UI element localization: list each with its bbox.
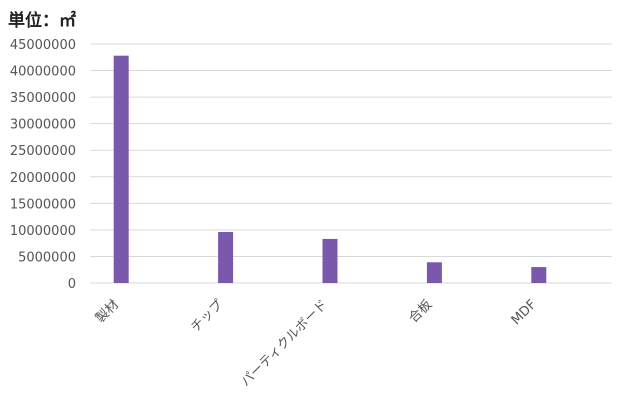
bar [426, 262, 442, 283]
y-tick-label: 25000000 [10, 144, 76, 159]
y-tick-label: 5000000 [18, 250, 76, 265]
bar [113, 55, 129, 283]
y-axis-ticks: 0 5000000 10000000 15000000 20000000 25000000… [10, 38, 76, 292]
x-tick-label: パーティクルボード [238, 297, 331, 390]
bar [322, 238, 338, 283]
x-axis-ticks: 製材 チップ パーティクルボード 合板 MDF [93, 297, 540, 390]
y-tick-label: 10000000 [10, 224, 76, 239]
bar [531, 267, 547, 283]
y-tick-label: 0 [68, 277, 76, 292]
y-tick-label: 40000000 [10, 65, 76, 80]
bars [113, 55, 547, 283]
unit-label: 単位：㎡ [8, 11, 76, 31]
x-tick-label: チップ [188, 297, 226, 335]
y-tick-label: 35000000 [10, 91, 76, 106]
y-tick-label: 30000000 [10, 118, 76, 133]
x-tick-label: 製材 [93, 297, 122, 326]
y-tick-label: 45000000 [10, 38, 76, 53]
gridlines [90, 43, 612, 284]
y-tick-label: 20000000 [10, 171, 76, 186]
x-tick-label: MDF [509, 297, 540, 328]
x-tick-label: 合板 [406, 297, 435, 326]
y-tick-label: 15000000 [10, 197, 76, 212]
bar [218, 232, 234, 283]
